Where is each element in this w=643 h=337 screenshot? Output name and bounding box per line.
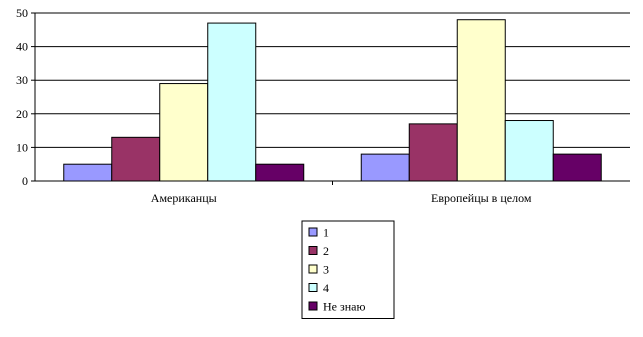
y-tick-label: 30 bbox=[16, 73, 28, 87]
y-tick-label: 20 bbox=[16, 107, 28, 121]
bars bbox=[63, 19, 602, 182]
bar-4-cat-0 bbox=[207, 22, 257, 182]
y-tick-label: 40 bbox=[16, 40, 28, 54]
bar-3-cat-1 bbox=[456, 19, 506, 182]
category-label: Европейцы в целом bbox=[431, 191, 532, 205]
legend-label: 3 bbox=[323, 263, 329, 277]
bar-1-cat-0 bbox=[63, 163, 113, 182]
bar-1-cat-1 bbox=[360, 153, 410, 182]
legend-swatch bbox=[308, 301, 318, 311]
category-label: Американцы bbox=[151, 191, 217, 205]
x-axis: Американцы Европейцы в целом bbox=[35, 180, 630, 205]
legend-label: Не знаю bbox=[323, 300, 365, 314]
y-axis: 0 10 20 30 40 50 bbox=[16, 6, 36, 188]
y-tick-label: 0 bbox=[22, 174, 28, 188]
bar-не-знаю-cat-0 bbox=[255, 163, 305, 182]
legend: 1 2 3 4 Не знаю bbox=[301, 220, 395, 319]
bar-2-cat-0 bbox=[111, 136, 161, 182]
legend-label: 2 bbox=[323, 244, 329, 258]
legend-swatch bbox=[308, 264, 318, 274]
bar-2-cat-1 bbox=[408, 123, 458, 182]
legend-label: 1 bbox=[323, 226, 329, 240]
legend-label: 4 bbox=[323, 281, 329, 295]
bar-не-знаю-cat-1 bbox=[552, 153, 602, 182]
y-tick-label: 50 bbox=[16, 6, 28, 20]
legend-swatch bbox=[308, 227, 318, 237]
bar-4-cat-1 bbox=[504, 120, 554, 182]
legend-swatch bbox=[308, 283, 318, 292]
bar-3-cat-0 bbox=[159, 83, 209, 182]
legend-swatch bbox=[308, 246, 318, 255]
y-tick-label: 10 bbox=[16, 140, 28, 154]
